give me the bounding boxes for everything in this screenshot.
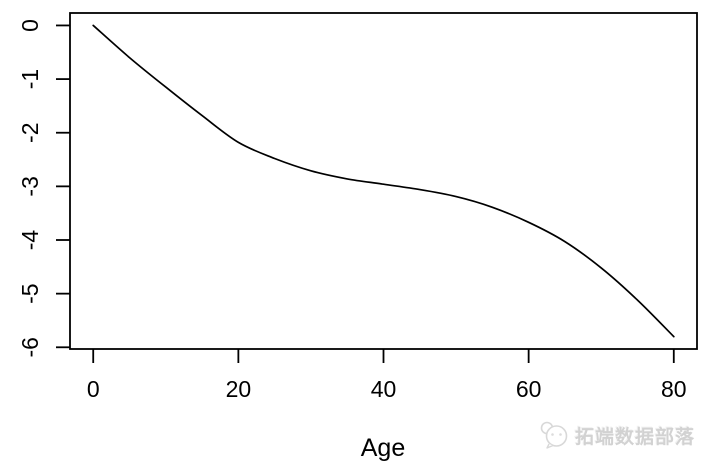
x-axis-label: Age [361,434,405,462]
data-curve [92,24,675,338]
y-tick-label: 0 [17,19,43,32]
plot-box [69,12,698,350]
y-tick-label: -6 [17,337,43,357]
axis-tick-labels: 0 20 40 60 80 0 -1 -2 -3 -4 -5 -6 [17,19,687,402]
x-tick-label: 60 [516,376,542,402]
x-tick-label: 40 [371,376,397,402]
y-tick-label: -5 [17,283,43,303]
y-tick-label: -1 [17,69,43,89]
x-tick-label: 80 [661,376,687,402]
x-tick-label: 0 [87,376,100,402]
y-tick-label: -3 [17,176,43,196]
axis-ticks [56,24,675,363]
y-tick-label: -4 [17,230,43,251]
x-tick-label: 20 [226,376,252,402]
series-line [92,24,675,338]
y-tick-label: -2 [17,122,43,142]
